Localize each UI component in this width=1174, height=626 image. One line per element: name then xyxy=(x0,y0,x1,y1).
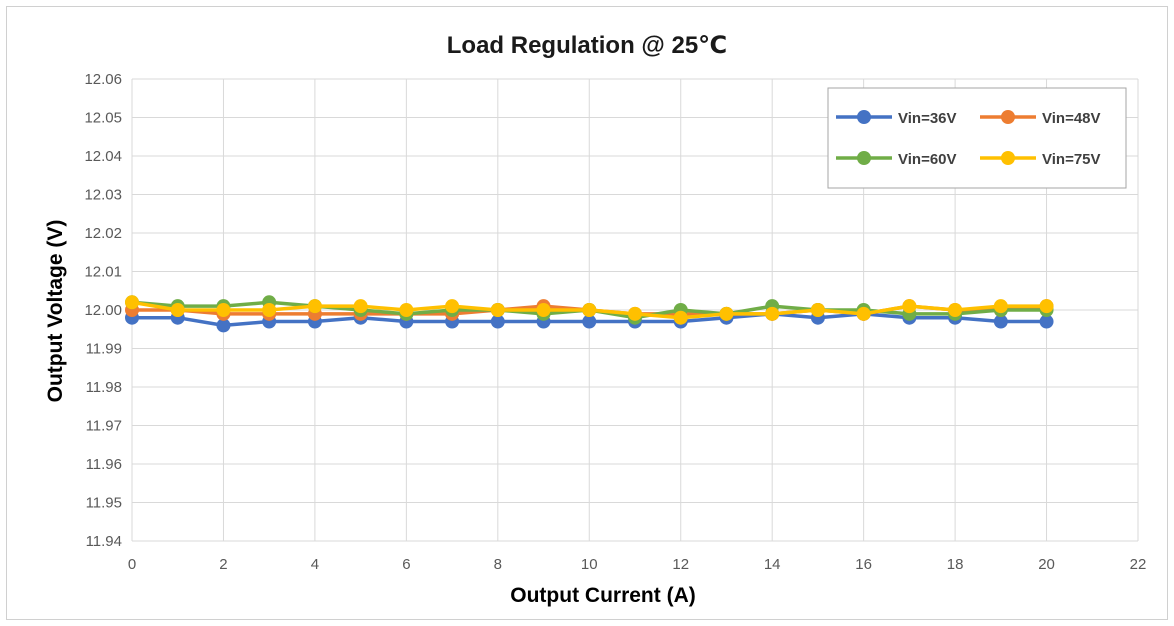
x-tick-label: 10 xyxy=(581,556,598,573)
legend-entry: Vin=60V xyxy=(836,151,957,168)
x-tick-label: 22 xyxy=(1130,556,1147,573)
y-tick-label: 11.98 xyxy=(86,379,122,396)
data-point xyxy=(582,303,597,317)
y-axis-title: Output Voltage (V) xyxy=(44,220,67,403)
data-point xyxy=(125,295,139,310)
data-point xyxy=(948,303,963,317)
data-point xyxy=(582,314,597,329)
data-point xyxy=(902,299,917,314)
data-point xyxy=(993,299,1008,314)
x-tick-label: 12 xyxy=(672,556,689,573)
y-tick-label: 11.95 xyxy=(86,495,122,512)
data-point xyxy=(993,314,1008,329)
data-point xyxy=(216,303,231,317)
data-point xyxy=(216,318,231,333)
y-tick-label: 11.96 xyxy=(86,456,122,473)
y-tick-labels: 11.94 11.95 11.96 11.97 11.98 11.99 12.00 12.01… xyxy=(84,71,122,550)
legend-entry: Vin=48V xyxy=(980,110,1101,127)
y-tick-label: 12.04 xyxy=(84,148,122,165)
y-tick-label: 11.99 xyxy=(86,341,122,358)
data-point xyxy=(765,306,780,321)
data-point xyxy=(810,303,825,317)
y-tick-label: 12.03 xyxy=(84,187,122,204)
data-point xyxy=(490,303,505,317)
y-tick-label: 12.01 xyxy=(84,264,122,281)
y-tick-label: 12.00 xyxy=(84,302,122,319)
data-point xyxy=(673,310,688,325)
data-point xyxy=(307,299,322,314)
y-tick-label: 12.06 xyxy=(84,71,122,88)
data-point xyxy=(536,303,551,317)
legend-label: Vin=48V xyxy=(1042,110,1101,127)
data-point xyxy=(399,303,414,317)
data-point xyxy=(262,303,277,317)
data-point xyxy=(1039,299,1054,314)
legend-label: Vin=36V xyxy=(898,110,957,127)
y-tick-label: 11.97 xyxy=(86,418,122,435)
legend-marker xyxy=(1001,110,1015,124)
legend-marker xyxy=(1001,151,1015,165)
series-vin-75v xyxy=(125,295,1054,325)
x-tick-label: 4 xyxy=(311,556,319,573)
legend-entry: Vin=36V xyxy=(836,110,957,127)
x-tick-label: 8 xyxy=(494,556,502,573)
y-tick-label: 12.02 xyxy=(84,225,122,242)
data-point xyxy=(1039,314,1054,329)
data-point xyxy=(353,299,368,314)
x-tick-label: 2 xyxy=(219,556,227,573)
x-tick-label: 16 xyxy=(855,556,872,573)
data-point xyxy=(170,303,185,317)
legend-entry: Vin=75V xyxy=(980,151,1101,168)
y-tick-label: 12.05 xyxy=(84,110,122,127)
x-tick-label: 6 xyxy=(402,556,410,573)
x-axis-title: Output Current (A) xyxy=(510,584,695,607)
x-tick-labels: 0 2 4 6 8 10 12 14 16 18 20 22 xyxy=(128,556,1147,573)
data-point xyxy=(628,306,642,321)
x-tick-label: 18 xyxy=(947,556,964,573)
data-point xyxy=(719,306,734,321)
data-point xyxy=(445,299,460,314)
legend-box xyxy=(827,87,1127,189)
legend-label: Vin=75V xyxy=(1042,151,1101,168)
x-tick-label: 20 xyxy=(1038,556,1055,573)
legend: Vin=36V Vin=48V Vin=60V Vin=75V xyxy=(827,87,1127,189)
chart-title: Load Regulation @ 25℃ xyxy=(447,32,728,59)
data-point xyxy=(490,314,505,329)
x-tick-label: 14 xyxy=(764,556,781,573)
series-layer xyxy=(125,295,1054,333)
legend-marker xyxy=(857,151,871,165)
y-tick-label: 11.94 xyxy=(86,533,122,550)
legend-marker xyxy=(857,110,871,124)
data-point xyxy=(856,306,871,321)
x-tick-label: 0 xyxy=(128,556,136,573)
legend-label: Vin=60V xyxy=(898,151,957,168)
